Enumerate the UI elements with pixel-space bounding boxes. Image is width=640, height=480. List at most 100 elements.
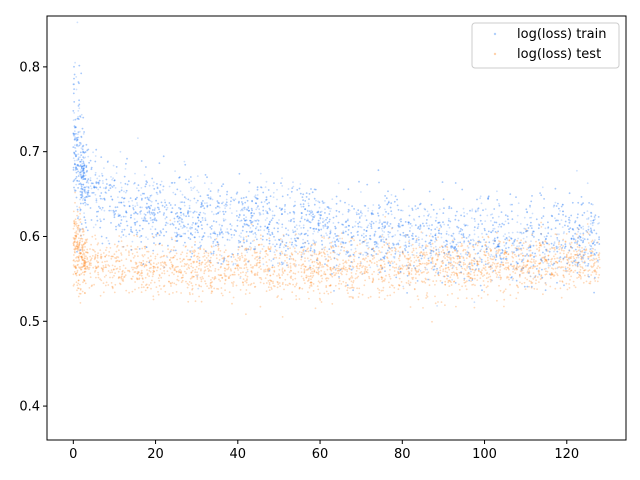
scatter-point — [466, 267, 468, 269]
scatter-point — [115, 260, 117, 263]
scatter-point — [562, 274, 565, 276]
scatter-point — [79, 251, 81, 254]
scatter-point — [72, 242, 75, 245]
scatter-point — [312, 232, 314, 235]
scatter-point — [376, 287, 379, 290]
scatter-point — [338, 287, 341, 290]
series-test-points — [72, 191, 601, 323]
scatter-point — [283, 253, 286, 256]
scatter-point — [508, 239, 511, 242]
scatter-point — [318, 292, 321, 295]
scatter-point — [190, 189, 193, 192]
scatter-point — [171, 263, 173, 266]
scatter-point — [483, 251, 486, 254]
scatter-point — [504, 249, 506, 252]
scatter-point — [571, 264, 574, 267]
scatter-point — [295, 284, 298, 286]
scatter-point — [255, 256, 258, 259]
scatter-point — [336, 253, 339, 256]
scatter-point — [140, 286, 143, 289]
scatter-point — [191, 276, 193, 279]
scatter-point — [105, 281, 108, 284]
scatter-point — [202, 255, 205, 258]
scatter-point — [499, 274, 501, 277]
scatter-point — [309, 254, 312, 256]
scatter-point — [84, 261, 87, 264]
scatter-point — [390, 213, 393, 216]
scatter-point — [122, 280, 125, 282]
scatter-point — [150, 219, 152, 222]
scatter-point — [302, 263, 305, 266]
scatter-point — [75, 274, 78, 277]
scatter-point — [399, 267, 402, 270]
scatter-point — [446, 246, 449, 249]
scatter-point — [584, 249, 587, 252]
scatter-point — [522, 264, 525, 267]
scatter-point — [242, 239, 245, 242]
scatter-point — [517, 286, 519, 289]
scatter-point — [75, 222, 78, 225]
scatter-point — [140, 187, 143, 189]
scatter-point — [232, 296, 235, 299]
scatter-point — [572, 256, 575, 258]
scatter-point — [136, 246, 139, 248]
scatter-point — [541, 241, 544, 244]
scatter-point — [396, 229, 399, 232]
scatter-point — [438, 250, 440, 253]
scatter-point — [338, 282, 340, 285]
scatter-point — [224, 207, 227, 210]
scatter-point — [568, 256, 571, 259]
scatter-point — [243, 258, 246, 260]
scatter-point — [318, 266, 321, 268]
scatter-point — [300, 275, 303, 278]
scatter-point — [280, 298, 283, 301]
scatter-point — [109, 247, 112, 249]
scatter-point — [382, 214, 384, 216]
scatter-point — [329, 284, 332, 287]
scatter-point — [131, 199, 134, 202]
scatter-point — [360, 271, 363, 273]
scatter-point — [568, 267, 571, 270]
scatter-point — [426, 210, 429, 213]
scatter-point — [185, 272, 188, 275]
scatter-point — [85, 241, 88, 244]
scatter-point — [391, 284, 394, 287]
scatter-point — [569, 246, 572, 249]
scatter-point — [559, 287, 562, 290]
scatter-point — [327, 292, 330, 295]
scatter-point — [125, 258, 128, 260]
scatter-point — [91, 284, 93, 287]
scatter-point — [160, 264, 163, 266]
scatter-point — [74, 272, 77, 275]
scatter-point — [136, 251, 139, 254]
scatter-point — [379, 264, 382, 267]
scatter-point — [107, 240, 110, 242]
scatter-point — [101, 261, 104, 264]
scatter-point — [381, 280, 384, 283]
scatter-point — [498, 284, 500, 287]
scatter-point — [555, 260, 558, 263]
scatter-point — [73, 220, 75, 223]
scatter-point — [249, 227, 252, 229]
scatter-point — [552, 268, 555, 270]
scatter-point — [75, 183, 78, 186]
scatter-point — [447, 281, 450, 284]
scatter-point — [191, 246, 193, 249]
scatter-point — [375, 220, 377, 223]
scatter-point — [420, 272, 423, 274]
scatter-point — [260, 268, 262, 270]
scatter-point — [477, 294, 480, 297]
scatter-point — [298, 287, 301, 289]
scatter-point — [123, 276, 125, 278]
scatter-point — [499, 289, 502, 292]
scatter-point — [499, 278, 502, 281]
scatter-point — [233, 273, 236, 276]
scatter-point — [154, 228, 157, 231]
scatter-point — [388, 261, 391, 263]
scatter-point — [279, 238, 282, 240]
scatter-point — [231, 260, 233, 263]
scatter-point — [330, 246, 333, 249]
scatter-point — [74, 147, 77, 150]
scatter-point — [220, 287, 223, 289]
scatter-point — [244, 274, 247, 277]
